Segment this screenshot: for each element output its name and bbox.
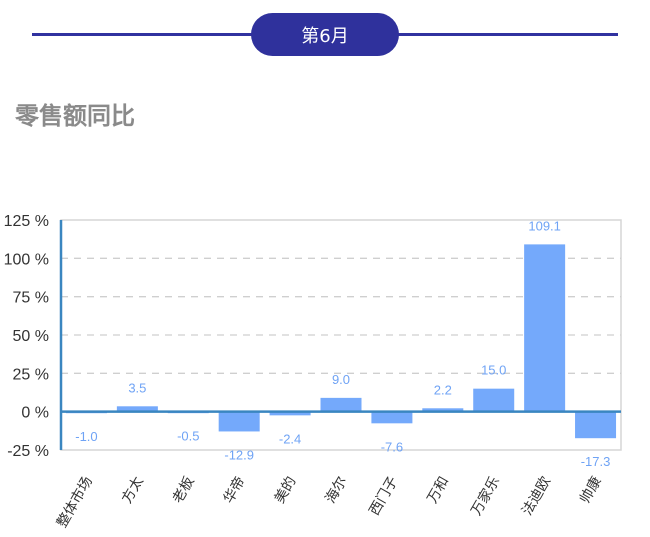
data-label: -2.4 [279,431,301,446]
x-tick-label: 海尔 [323,474,351,506]
bar [320,397,362,412]
data-label: 9.0 [332,372,350,387]
x-tick-label: 方太 [119,474,147,506]
data-label: -1.0 [75,429,97,444]
data-label: -12.9 [224,447,254,462]
bar [422,408,464,412]
y-tick-label: -25 % [7,443,49,460]
bar [218,411,260,432]
x-tick-label: 华帝 [221,474,249,506]
bar [116,406,158,412]
data-label: 3.5 [128,380,146,395]
x-tick-label: 万家乐 [467,474,503,519]
bar [269,411,311,416]
section-title: 零售额同比 [15,102,135,130]
y-tick-label: 125 % [4,213,49,230]
data-label: -7.6 [381,439,403,454]
y-tick-label: 25 % [13,366,49,383]
bar [371,411,413,424]
x-tick-label: 美的 [272,474,300,506]
month-badge[interactable]: 第6月 [251,13,399,56]
data-label: -0.5 [177,428,199,443]
data-label: 2.2 [434,382,452,397]
y-tick-label: 100 % [4,251,49,268]
bar [575,411,617,439]
x-tick-label: 整体市场 [53,474,96,531]
x-tick-label: 老板 [170,474,198,506]
y-tick-label: 75 % [13,290,49,307]
x-tick-label: 帅康 [576,474,605,507]
x-tick-label: 万和 [424,474,452,506]
y-tick-label: 50 % [13,328,49,345]
data-label: 15.0 [481,363,506,378]
y-tick-label: 0 % [21,405,49,422]
bar [524,244,566,412]
x-tick-label: 法迪欧 [519,474,554,518]
x-tick-label: 西门子 [367,474,402,518]
bar [473,388,515,412]
data-label: 109.1 [528,218,561,233]
data-label: -17.3 [581,454,611,469]
